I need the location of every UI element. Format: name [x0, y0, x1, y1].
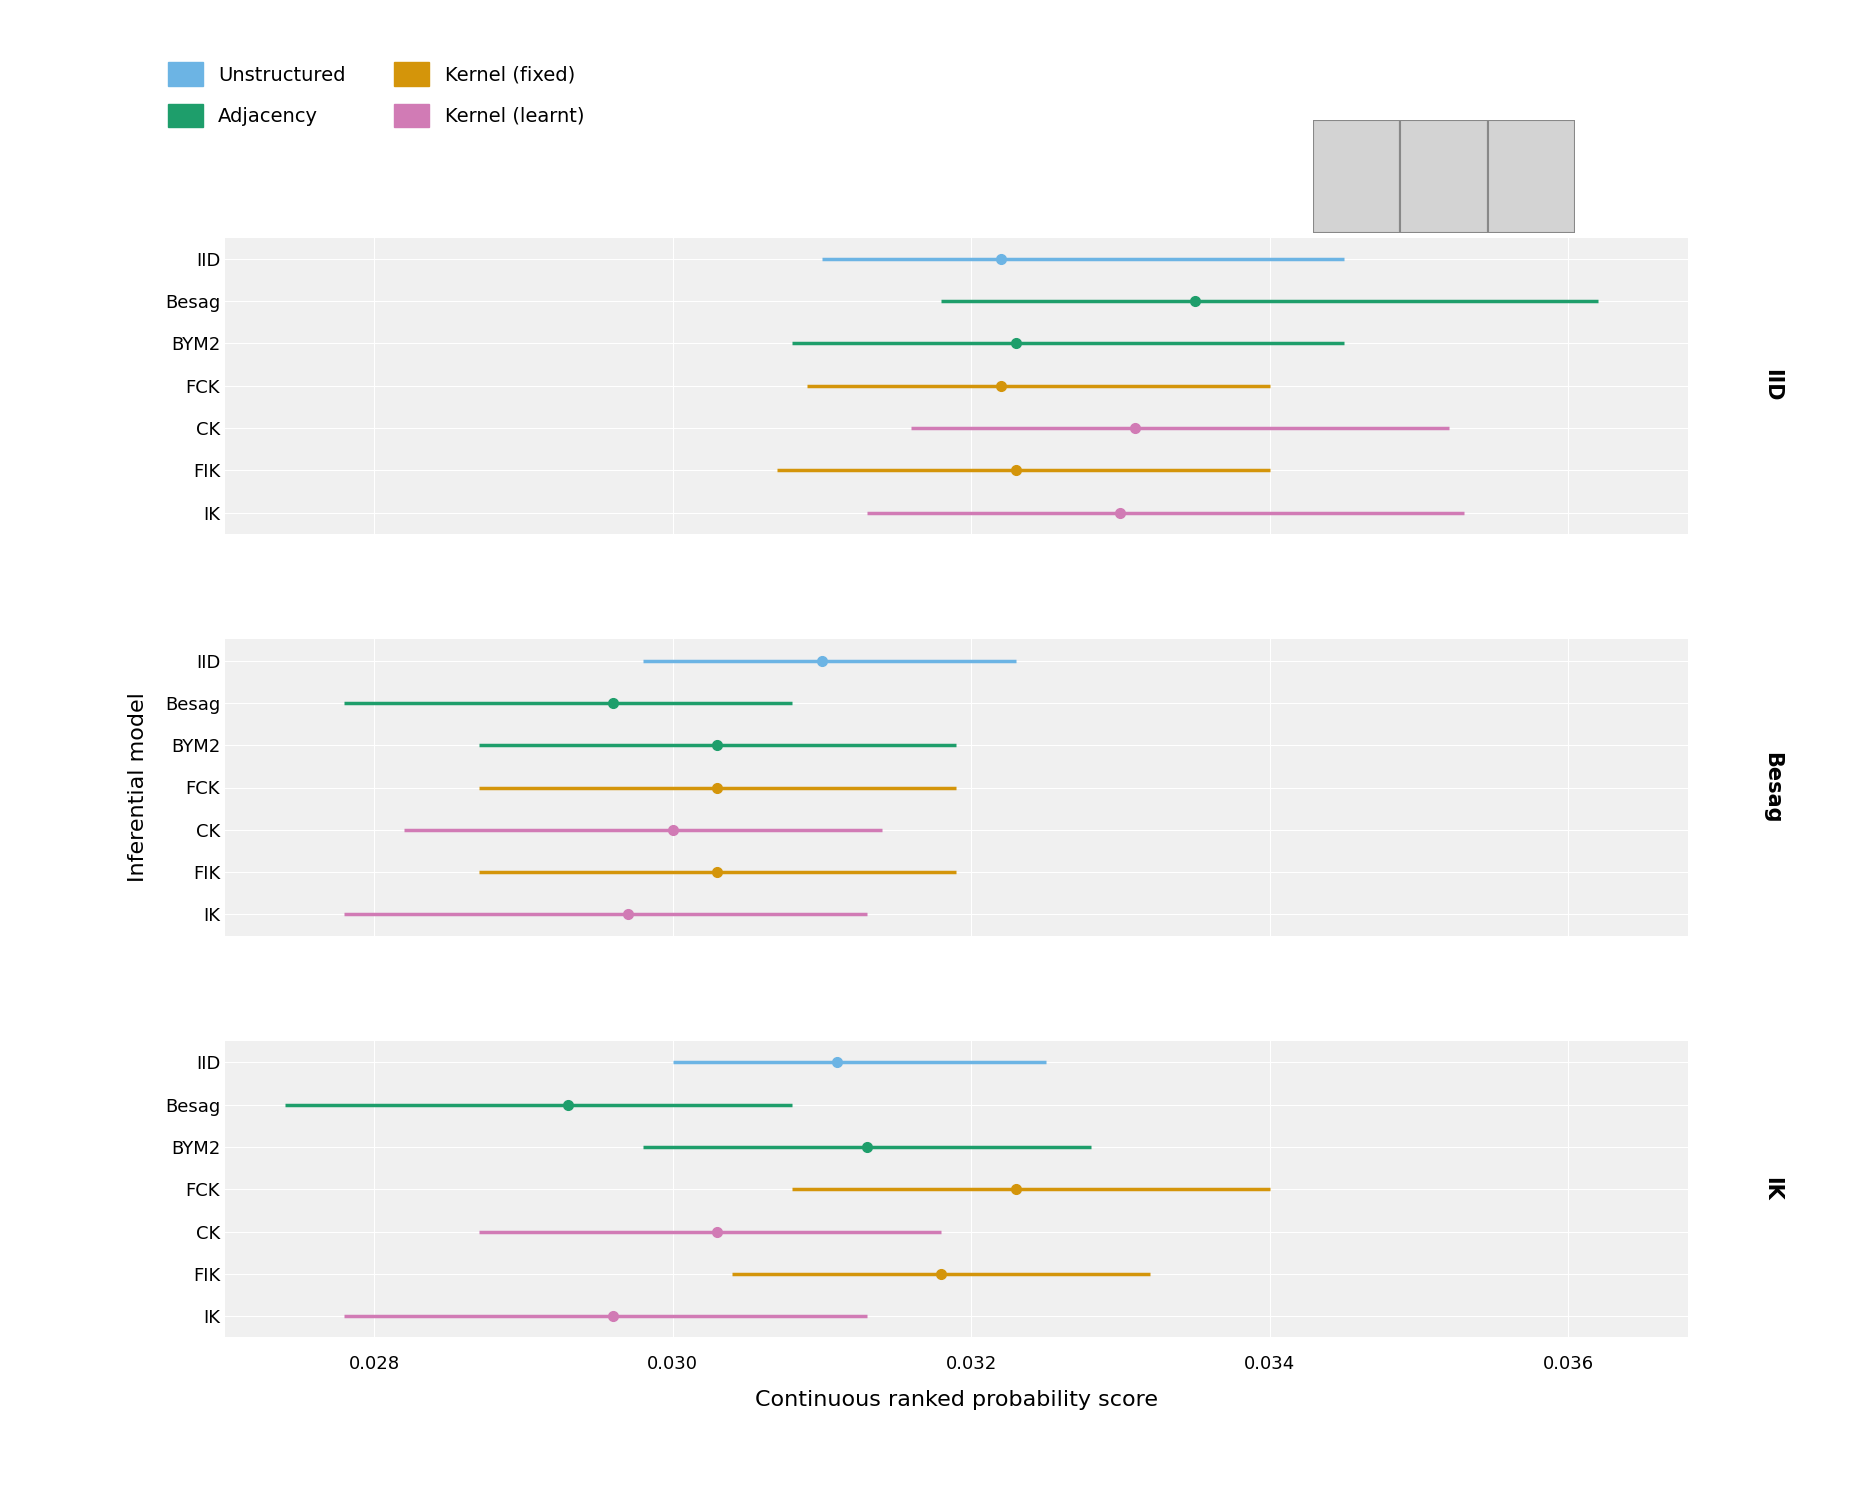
Text: Besag: Besag: [1762, 752, 1781, 824]
Text: IK: IK: [1762, 1178, 1781, 1202]
Bar: [1487, 120, 1575, 232]
X-axis label: Continuous ranked probability score: Continuous ranked probability score: [756, 1389, 1157, 1410]
Bar: [1312, 120, 1401, 232]
Y-axis label: Inferential model: Inferential model: [128, 693, 148, 882]
Text: IID: IID: [1762, 369, 1781, 402]
Bar: [1401, 120, 1487, 232]
Legend: Unstructured, Adjacency, Kernel (fixed), Kernel (learnt): Unstructured, Adjacency, Kernel (fixed),…: [159, 54, 592, 135]
Bar: [225, 237, 1688, 534]
Bar: [225, 1041, 1688, 1338]
Bar: [225, 639, 1688, 936]
